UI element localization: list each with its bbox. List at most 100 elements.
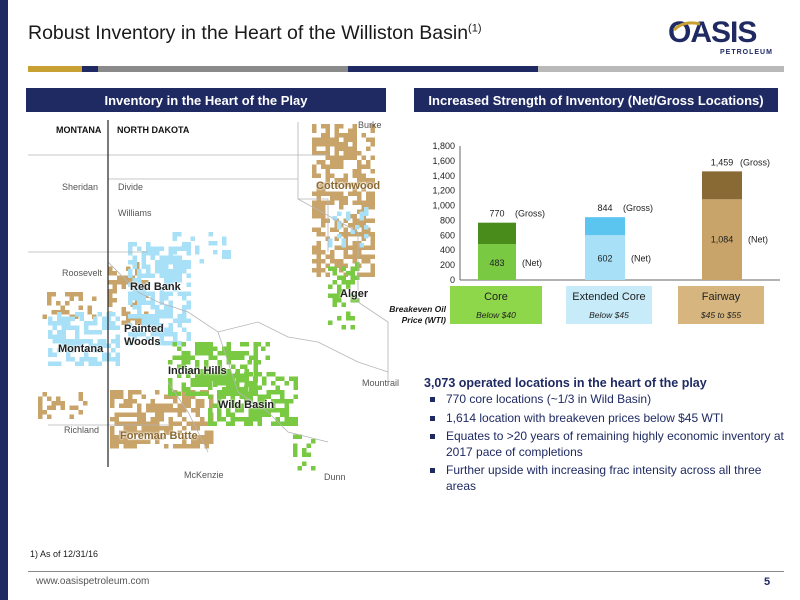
acreage-patch bbox=[226, 421, 231, 426]
acreage-patch bbox=[110, 417, 115, 422]
acreage-patch bbox=[137, 269, 142, 274]
acreage-patch bbox=[168, 394, 173, 399]
acreage-patch bbox=[115, 316, 120, 321]
acreage-patch bbox=[132, 296, 137, 301]
acreage-patch bbox=[159, 327, 164, 332]
acreage-patch bbox=[275, 390, 280, 395]
acreage-patch bbox=[168, 360, 173, 365]
acreage-patch bbox=[200, 421, 205, 426]
acreage-patch bbox=[173, 444, 178, 449]
acreage-patch bbox=[230, 381, 235, 386]
page-number: 5 bbox=[764, 576, 771, 588]
acreage-patch bbox=[108, 280, 113, 285]
acreage-patch bbox=[213, 382, 218, 387]
acreage-patch bbox=[230, 412, 235, 417]
acreage-patch bbox=[168, 314, 173, 319]
acreage-patch bbox=[361, 232, 366, 237]
acreage-patch bbox=[123, 421, 128, 426]
acreage-patch bbox=[357, 209, 362, 214]
acreage-patch bbox=[350, 229, 355, 234]
acreage-patch bbox=[316, 196, 321, 201]
acreage-patch bbox=[75, 334, 80, 339]
acreage-patch bbox=[316, 214, 321, 219]
acreage-patch bbox=[190, 378, 195, 383]
acreage-patch bbox=[173, 246, 178, 251]
gross-series-tag: (Gross) bbox=[515, 209, 545, 219]
acreage-patch bbox=[330, 259, 335, 264]
acreage-patch bbox=[51, 292, 56, 297]
acreage-patch bbox=[182, 260, 187, 265]
acreage-patch bbox=[155, 417, 160, 422]
acreage-patch bbox=[128, 323, 133, 328]
acreage-patch bbox=[226, 351, 231, 356]
acreage-patch bbox=[52, 361, 57, 366]
acreage-patch bbox=[110, 394, 115, 399]
acreage-patch bbox=[102, 325, 107, 330]
acreage-patch bbox=[128, 412, 133, 417]
acreage-patch bbox=[164, 430, 169, 435]
acreage-patch bbox=[69, 414, 74, 419]
acreage-patch bbox=[239, 417, 244, 422]
acreage-patch bbox=[177, 291, 182, 296]
acreage-patch bbox=[257, 417, 262, 422]
acreage-patch bbox=[177, 355, 182, 360]
acreage-patch bbox=[316, 182, 321, 187]
acreage-patch bbox=[132, 242, 137, 247]
acreage-patch bbox=[141, 251, 146, 256]
acreage-patch bbox=[177, 314, 182, 319]
acreage-patch bbox=[312, 205, 317, 210]
acreage-patch bbox=[334, 155, 339, 160]
acreage-patch bbox=[337, 220, 342, 225]
acreage-patch bbox=[38, 405, 43, 410]
acreage-patch bbox=[240, 342, 245, 347]
acreage-patch bbox=[311, 466, 316, 471]
acreage-patch bbox=[239, 408, 244, 413]
acreage-patch bbox=[79, 343, 84, 348]
acreage-patch bbox=[110, 390, 115, 395]
acreage-patch bbox=[57, 334, 62, 339]
acreage-patch bbox=[284, 403, 289, 408]
acreage-patch bbox=[334, 182, 339, 187]
acreage-patch bbox=[110, 444, 115, 449]
acreage-patch bbox=[130, 275, 135, 280]
acreage-patch bbox=[123, 399, 128, 404]
acreage-patch bbox=[164, 305, 169, 310]
acreage-patch bbox=[284, 417, 289, 422]
acreage-patch bbox=[97, 330, 102, 335]
acreage-patch bbox=[325, 254, 330, 259]
acreage-patch bbox=[316, 245, 321, 250]
acreage-patch bbox=[312, 169, 317, 174]
acreage-patch bbox=[121, 311, 126, 316]
acreage-patch bbox=[266, 394, 271, 399]
acreage-patch bbox=[119, 412, 124, 417]
acreage-patch bbox=[97, 343, 102, 348]
acreage-patch bbox=[132, 426, 137, 431]
footer-url-link[interactable]: www.oasispetroleum.com bbox=[36, 576, 150, 587]
acreage-patch bbox=[257, 399, 262, 404]
acreage-patch bbox=[332, 280, 337, 285]
acreage-patch bbox=[137, 246, 142, 251]
acreage-patch bbox=[217, 376, 222, 381]
acreage-patch bbox=[217, 390, 222, 395]
acreage-patch bbox=[316, 254, 321, 259]
acreage-patch bbox=[312, 151, 317, 156]
bar-gross-increment bbox=[702, 171, 742, 200]
acreage-patch bbox=[348, 223, 353, 228]
acreage-patch bbox=[334, 137, 339, 142]
acreage-patch bbox=[316, 151, 321, 156]
acreage-patch bbox=[370, 196, 375, 201]
acreage-patch bbox=[190, 236, 195, 241]
acreage-patch bbox=[262, 412, 267, 417]
acreage-patch bbox=[164, 264, 169, 269]
acreage-patch bbox=[168, 408, 173, 413]
acreage-patch bbox=[366, 259, 371, 264]
acreage-patch bbox=[155, 390, 160, 395]
acreage-patch bbox=[144, 311, 149, 316]
acreage-patch bbox=[328, 243, 333, 248]
acreage-patch bbox=[370, 263, 375, 268]
acreage-patch bbox=[321, 200, 326, 205]
acreage-patch bbox=[115, 339, 120, 344]
acreage-patch bbox=[253, 342, 258, 347]
acreage-patch bbox=[48, 316, 53, 321]
acreage-patch bbox=[168, 332, 173, 337]
